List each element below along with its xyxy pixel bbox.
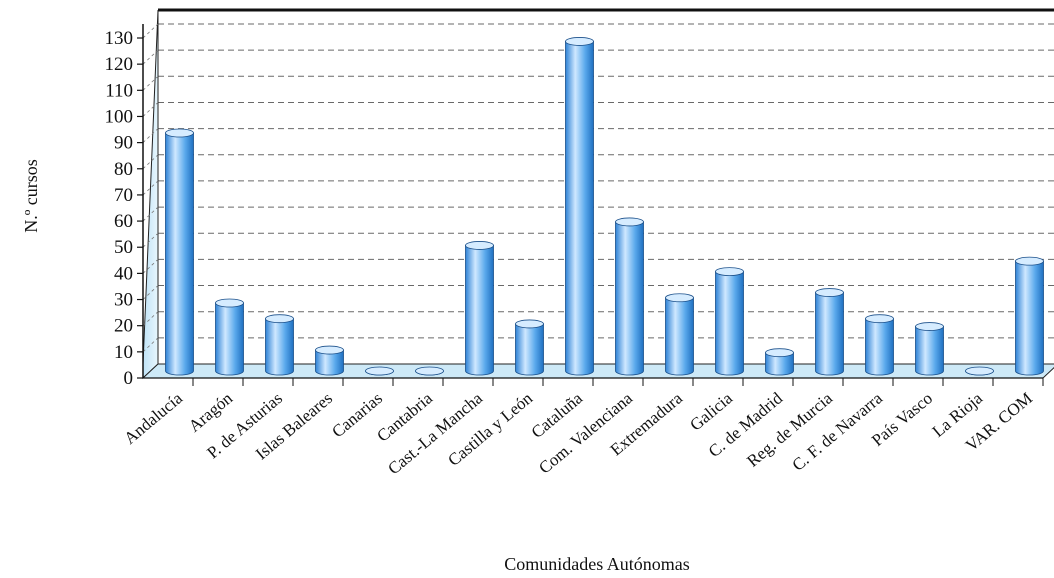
bar: [1015, 256, 1044, 376]
bar: [865, 314, 894, 376]
x-axis-title: Comunidades Autónomas: [504, 554, 690, 574]
bar-top: [565, 37, 594, 46]
y-tick-label: 120: [105, 54, 134, 75]
bar-top: [515, 319, 544, 329]
bar-top: [365, 366, 394, 376]
bar-top: [765, 348, 794, 358]
bar: [765, 348, 794, 376]
y-axis-title: N.º cursos: [21, 159, 41, 233]
bar: [365, 366, 394, 376]
bar-top: [615, 217, 644, 227]
y-tick-label: 0: [124, 368, 134, 389]
bar: [315, 345, 344, 376]
bar-top: [665, 293, 694, 303]
bar-body: [165, 132, 194, 376]
gridline-wall: [142, 23, 159, 39]
bar-body: [815, 292, 844, 376]
bar: [215, 298, 244, 376]
bar-body: [715, 271, 744, 376]
bar-top: [815, 288, 844, 297]
bar: [615, 217, 644, 376]
y-tick-label: 30: [114, 290, 133, 311]
y-tick-label: 50: [114, 237, 133, 258]
bar-body: [1015, 260, 1044, 376]
bar: [965, 366, 994, 376]
bar-body: [865, 318, 894, 376]
bar-body: [665, 297, 694, 376]
bar-top: [965, 366, 994, 376]
left-wall: [142, 9, 159, 380]
bar: [265, 314, 294, 376]
bar: [465, 241, 494, 376]
y-tick-label: 80: [114, 159, 133, 180]
bars: [165, 37, 1044, 376]
x-tick-label: Andalucía: [120, 388, 186, 448]
bar: [165, 128, 194, 376]
y-tick-label: 100: [105, 106, 134, 127]
bar-top: [915, 322, 944, 331]
bar: [815, 288, 844, 376]
y-tick-label: 60: [114, 211, 133, 232]
bar-top: [265, 314, 294, 324]
bar: [515, 319, 544, 376]
bar-body: [915, 326, 944, 376]
bar-top: [465, 241, 494, 250]
bar-body: [465, 245, 494, 376]
y-tick-label: 10: [114, 342, 133, 363]
bar-top: [415, 366, 444, 376]
y-axis: 0 10 20 30 40 50 60 70 80 90 100 110 120 130: [105, 24, 144, 389]
bar-top: [715, 267, 744, 277]
y-tick-label: 20: [114, 316, 133, 337]
y-tick-label: 110: [105, 80, 133, 101]
y-tick-label: 70: [114, 185, 133, 206]
bar-body: [565, 41, 594, 376]
bar-top: [215, 298, 244, 308]
bar-body: [515, 323, 544, 376]
bar-top: [315, 345, 344, 355]
bar-top: [1015, 256, 1044, 266]
gridlines: [142, 23, 1054, 353]
bar: [915, 322, 944, 376]
bar: [565, 37, 594, 376]
bar-body: [765, 352, 794, 376]
bar-top: [865, 314, 894, 324]
bar-body: [615, 221, 644, 376]
bar-body: [215, 302, 244, 376]
bar: [715, 267, 744, 376]
bar: [415, 366, 444, 376]
bar: [665, 293, 694, 376]
bar-top: [165, 128, 194, 138]
y-tick-label: 40: [114, 263, 133, 284]
y-tick-label: 90: [114, 133, 133, 154]
bar-body: [265, 318, 294, 376]
bar-body: [315, 349, 344, 376]
y-tick-label: 130: [105, 28, 134, 49]
